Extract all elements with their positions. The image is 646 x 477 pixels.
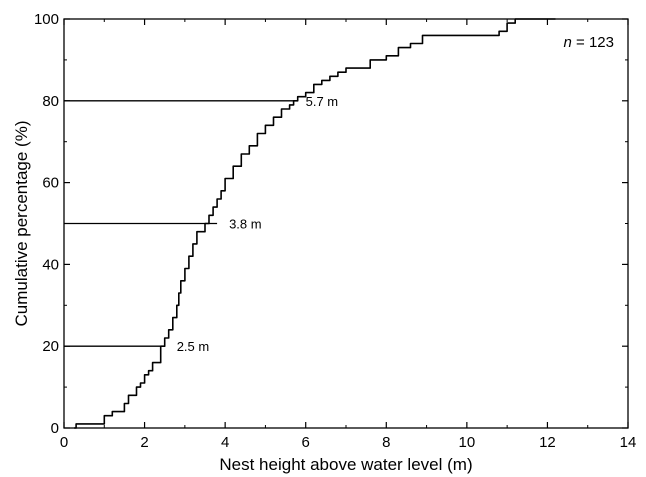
y-tick-label: 80	[42, 93, 59, 110]
reference-line-label: 5.7 m	[306, 94, 339, 109]
x-tick-label: 6	[302, 434, 310, 451]
y-axis-title: Cumulative percentage (%)	[12, 121, 31, 327]
y-tick-label: 0	[51, 420, 59, 437]
x-tick-label: 0	[60, 434, 68, 451]
reference-line-label: 3.8 m	[229, 217, 262, 232]
x-tick-label: 4	[221, 434, 229, 451]
y-tick-label: 60	[42, 175, 59, 192]
x-tick-label: 12	[539, 434, 556, 451]
x-axis-title: Nest height above water level (m)	[219, 455, 472, 474]
y-tick-label: 100	[34, 11, 59, 28]
y-tick-label: 40	[42, 256, 59, 273]
x-axis-ticks: 0 2 4 6 8 10 12 14	[60, 19, 637, 451]
x-tick-label: 2	[140, 434, 148, 451]
reference-lines: 2.5 m 3.8 m 5.7 m	[64, 94, 338, 354]
sample-size-symbol: n	[564, 34, 572, 51]
sample-size-annotation: n = 123	[564, 34, 614, 51]
sample-size-value: = 123	[572, 34, 614, 51]
x-tick-label: 14	[620, 434, 637, 451]
reference-line-label: 2.5 m	[177, 339, 210, 354]
x-tick-label: 10	[459, 434, 476, 451]
x-tick-label: 8	[382, 434, 390, 451]
cumulative-curve	[74, 18, 556, 429]
y-tick-label: 20	[42, 338, 59, 355]
y-axis-ticks: 0 20 40 60 80 100	[34, 11, 628, 437]
